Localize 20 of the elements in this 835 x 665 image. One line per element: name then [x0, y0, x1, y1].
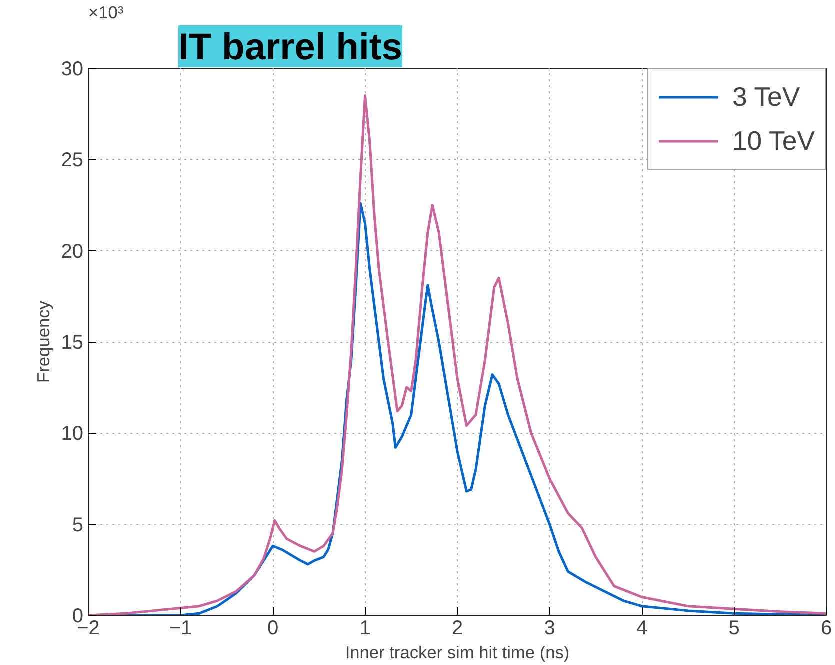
x-tick-label: 5	[728, 618, 740, 640]
y-tick-label: 10	[61, 423, 84, 446]
x-tick-label: 1	[360, 618, 371, 640]
legend-label: 3 TeV	[732, 82, 800, 112]
chart-title: IT barrel hits	[178, 26, 403, 68]
y-tick-label: 20	[61, 240, 84, 263]
x-axis-title: Inner tracker sim hit time (ns)	[345, 642, 570, 662]
x-tick-label: 2	[452, 618, 464, 640]
y-tick-label: 5	[72, 514, 84, 536]
x-tick-label: 0	[267, 618, 279, 640]
x-tick-label: 4	[636, 618, 648, 640]
legend-label: 10 TeV	[732, 126, 815, 156]
y-axis-title: Frequency	[33, 300, 54, 383]
x-tick-label: 3	[544, 618, 556, 640]
text: ×10³	[88, 2, 124, 22]
y-tick-label: 25	[61, 150, 84, 172]
y-tick-label: 15	[61, 332, 84, 354]
y-tick-label: 30	[61, 58, 84, 80]
x-tick-label: −1	[169, 618, 192, 640]
x-tick-label: 6	[820, 618, 832, 640]
